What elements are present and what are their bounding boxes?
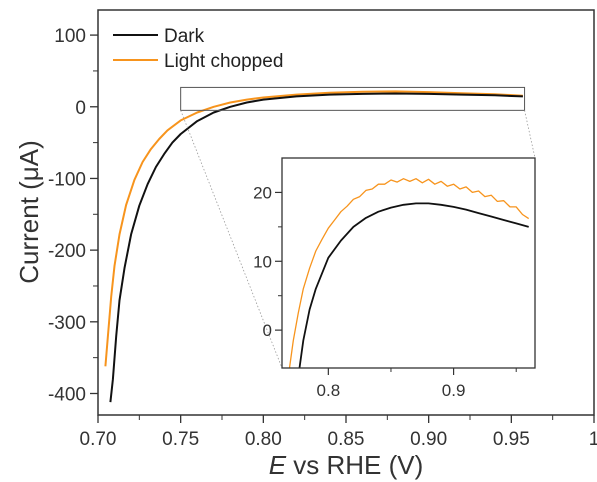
y-tick-label: -100: [48, 169, 86, 190]
series-line-dark: [109, 92, 523, 403]
inset-y-tick-label: 0: [263, 321, 272, 340]
zoom-connector-left: [180, 110, 283, 369]
inset-clipped-group: [288, 178, 530, 368]
x-axis-label-italic: E: [269, 450, 287, 480]
x-axis-label: E vs RHE (V): [269, 450, 424, 480]
inset-series-line-dark: [298, 202, 529, 368]
x-tick-label: 0.90: [410, 429, 447, 450]
legend-label-dark: Dark: [164, 26, 205, 47]
series-line-light-chopped: [104, 90, 523, 367]
main-axis-ticks: 0.70 0.75 0.80 0.85 0.90 0.95 1-400-300-200-10…: [48, 26, 597, 450]
legend: Dark Light chopped: [113, 26, 283, 72]
x-tick-label: 0.70: [80, 429, 117, 450]
x-tick-label: 0.85: [328, 429, 365, 450]
y-tick-label: 0: [75, 98, 86, 119]
x-tick-label: 0.75: [162, 429, 199, 450]
y-axis-label-prefix: Current (: [14, 181, 44, 284]
y-axis-label-mu: μ: [14, 166, 44, 181]
inset-series-lines: [288, 178, 530, 368]
inset-y-tick-label: 10: [253, 252, 272, 271]
inset-plot-frame: [281, 157, 536, 369]
x-axis-label-rest: vs RHE (V): [286, 450, 423, 480]
y-axis-label-suffix: A): [14, 140, 44, 166]
inset-y-tick-label: 20: [253, 183, 272, 202]
inset-x-tick-label: 0.9: [442, 381, 466, 400]
x-tick-label: 1: [589, 429, 597, 450]
main-series-lines: [104, 90, 523, 403]
y-tick-label: -400: [48, 384, 86, 405]
inset-x-tick-label: 0.8: [317, 381, 341, 400]
x-tick-label: 0.80: [245, 429, 282, 450]
inset-background: [282, 158, 535, 368]
legend-label-light-chopped: Light chopped: [164, 51, 283, 72]
y-tick-label: -300: [48, 313, 86, 334]
y-tick-label: 100: [54, 26, 86, 47]
inset-axis-ticks: 0.8 0.9 0 10 20: [253, 183, 517, 400]
x-tick-label: 0.95: [493, 429, 530, 450]
zoom-region-box: [180, 86, 526, 111]
inset-series-line-light-chopped: [288, 178, 530, 368]
zoom-connector-right: [524, 110, 536, 159]
y-tick-label: -200: [48, 241, 86, 262]
y-axis-label: Current (μA): [14, 140, 44, 284]
